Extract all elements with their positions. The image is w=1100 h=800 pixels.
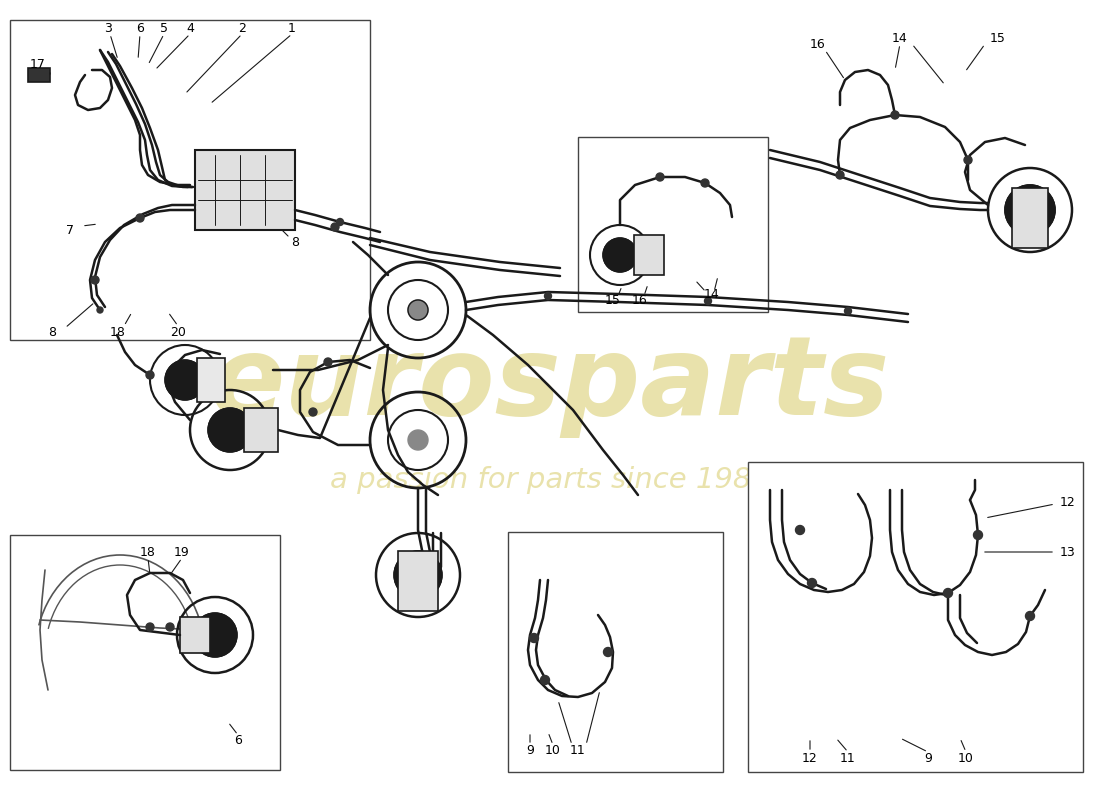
Text: eurosparts: eurosparts bbox=[210, 331, 890, 438]
Text: 4: 4 bbox=[186, 22, 194, 34]
Circle shape bbox=[656, 173, 664, 181]
Text: 14: 14 bbox=[704, 289, 719, 302]
Text: 17: 17 bbox=[30, 58, 46, 71]
Circle shape bbox=[309, 408, 317, 416]
Text: 16: 16 bbox=[632, 294, 648, 306]
Text: 13: 13 bbox=[1060, 546, 1076, 558]
Circle shape bbox=[408, 430, 428, 450]
Text: 20: 20 bbox=[170, 326, 186, 338]
Text: 18: 18 bbox=[110, 326, 125, 338]
Circle shape bbox=[544, 293, 551, 299]
Text: 5: 5 bbox=[160, 22, 168, 34]
Circle shape bbox=[192, 613, 236, 657]
Circle shape bbox=[944, 589, 953, 598]
Circle shape bbox=[208, 408, 252, 452]
Circle shape bbox=[795, 526, 804, 534]
Bar bbox=[508, 532, 723, 772]
Text: 14: 14 bbox=[892, 31, 907, 45]
Bar bbox=[10, 20, 370, 340]
Text: 6: 6 bbox=[234, 734, 242, 746]
Circle shape bbox=[165, 360, 205, 400]
Text: 11: 11 bbox=[840, 751, 856, 765]
Circle shape bbox=[337, 218, 343, 226]
Text: 19: 19 bbox=[174, 546, 190, 558]
Circle shape bbox=[166, 623, 174, 631]
Circle shape bbox=[845, 307, 851, 314]
Circle shape bbox=[1005, 185, 1055, 235]
Bar bbox=[634, 235, 664, 275]
Text: 15: 15 bbox=[990, 31, 1005, 45]
Bar bbox=[578, 137, 768, 312]
Bar bbox=[28, 68, 50, 82]
Bar bbox=[195, 150, 295, 230]
Text: 16: 16 bbox=[810, 38, 826, 51]
Bar bbox=[180, 617, 210, 653]
Text: 3: 3 bbox=[104, 22, 112, 34]
Bar bbox=[197, 358, 226, 402]
Circle shape bbox=[529, 634, 539, 642]
Circle shape bbox=[91, 276, 99, 284]
Circle shape bbox=[704, 298, 712, 305]
Circle shape bbox=[807, 578, 816, 587]
Bar bbox=[244, 408, 278, 452]
Circle shape bbox=[1025, 611, 1034, 621]
Circle shape bbox=[97, 307, 103, 313]
Text: 11: 11 bbox=[570, 743, 586, 757]
Text: 18: 18 bbox=[140, 546, 156, 558]
Circle shape bbox=[146, 371, 154, 379]
Bar bbox=[1012, 188, 1048, 248]
Text: 1: 1 bbox=[288, 22, 296, 34]
Text: 15: 15 bbox=[605, 294, 620, 306]
Text: 7: 7 bbox=[66, 223, 74, 237]
Text: 8: 8 bbox=[292, 235, 299, 249]
Circle shape bbox=[331, 223, 339, 231]
Circle shape bbox=[408, 300, 428, 320]
Text: 9: 9 bbox=[924, 751, 932, 765]
Text: 10: 10 bbox=[546, 743, 561, 757]
Circle shape bbox=[136, 214, 144, 222]
Bar bbox=[748, 462, 1084, 772]
Text: 10: 10 bbox=[958, 751, 974, 765]
Text: 2: 2 bbox=[238, 22, 246, 34]
Circle shape bbox=[603, 238, 637, 272]
Circle shape bbox=[836, 171, 844, 179]
Text: 9: 9 bbox=[526, 743, 534, 757]
Circle shape bbox=[974, 530, 982, 539]
Text: a passion for parts since 1985: a passion for parts since 1985 bbox=[330, 466, 770, 494]
Bar bbox=[10, 535, 280, 770]
Circle shape bbox=[604, 647, 613, 657]
Circle shape bbox=[324, 358, 332, 366]
Text: 12: 12 bbox=[802, 751, 818, 765]
Text: 6: 6 bbox=[136, 22, 144, 34]
Circle shape bbox=[964, 156, 972, 164]
Text: 12: 12 bbox=[1060, 495, 1076, 509]
Bar bbox=[398, 551, 438, 611]
Circle shape bbox=[394, 551, 442, 599]
Circle shape bbox=[701, 179, 710, 187]
Circle shape bbox=[146, 623, 154, 631]
Circle shape bbox=[891, 111, 899, 119]
Circle shape bbox=[540, 675, 550, 685]
Text: 8: 8 bbox=[48, 326, 56, 338]
